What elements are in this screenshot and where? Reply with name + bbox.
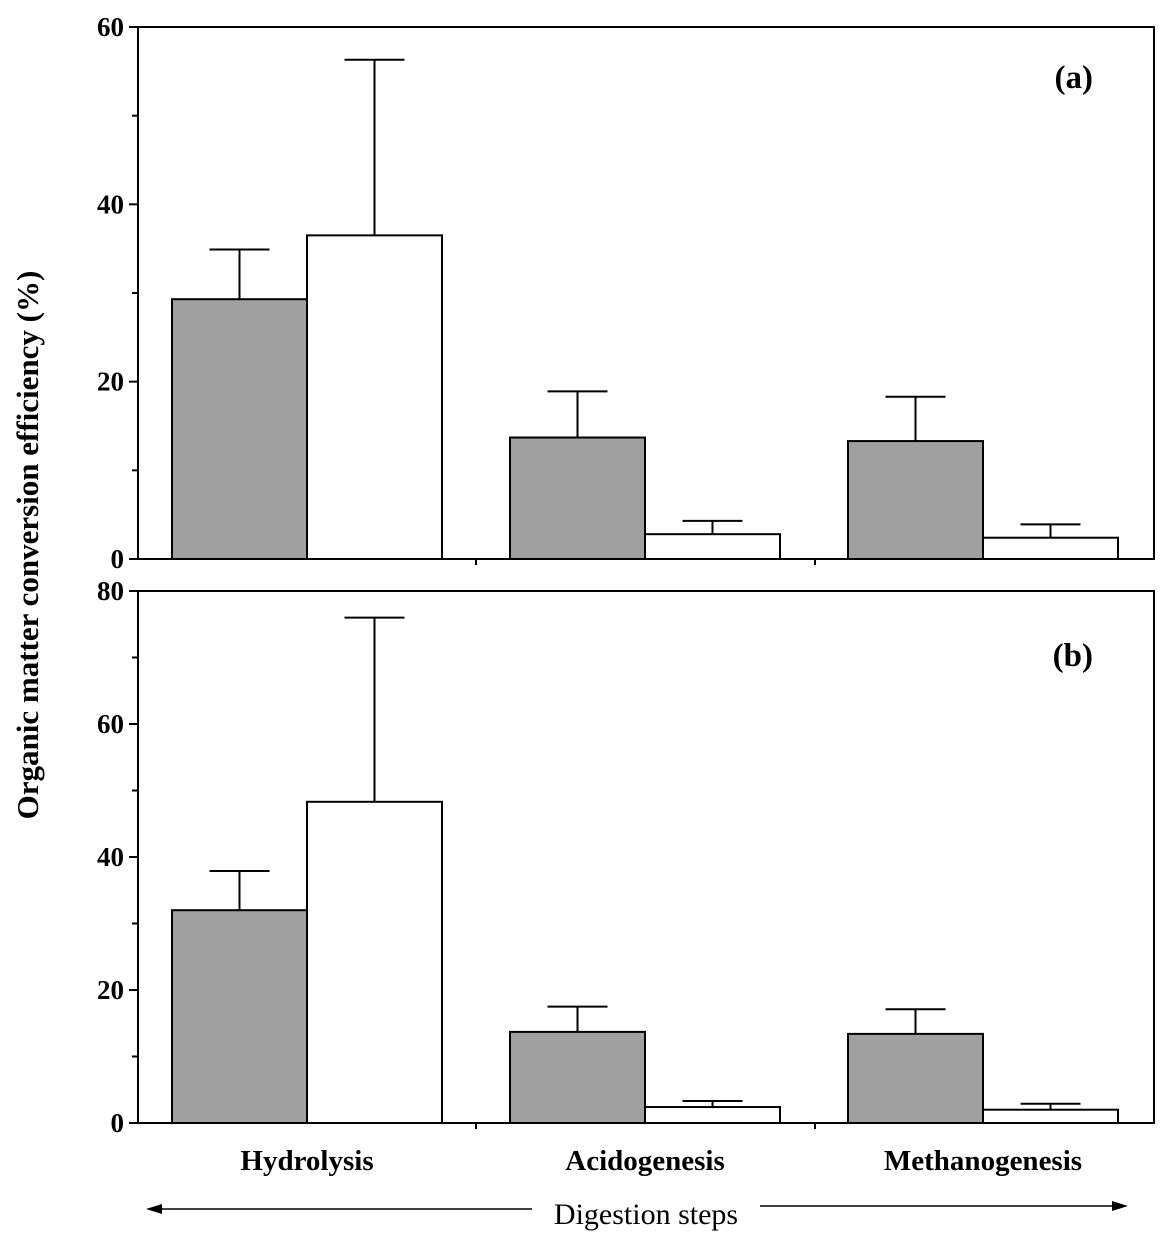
- panel-b-bar-methanogenesis-series1: [847, 1032, 984, 1125]
- panel-b: 0 20 40 60 80: [97, 576, 1119, 1138]
- panel-a-ytick-label-0: 0: [111, 544, 125, 574]
- panel-a-bar-acidogenesis-series2: [644, 533, 781, 561]
- panel-a-ytick-label-40: 40: [97, 189, 124, 219]
- panel-a-bar-hydrolysis-series2: [306, 234, 443, 560]
- panel-a-bar-methanogenesis-series2: [982, 536, 1119, 560]
- x-category-label-methanogenesis: Methanogenesis: [884, 1145, 1082, 1177]
- x-category-label-hydrolysis: Hydrolysis: [240, 1145, 373, 1177]
- x-axis-label: Digestion steps: [554, 1198, 738, 1231]
- panel-b-ytick-label-60: 60: [97, 709, 124, 739]
- panel-a-label: (a): [1055, 60, 1093, 96]
- panel-a-bar-acidogenesis-series1: [509, 436, 646, 561]
- x-category-label-acidogenesis: Acidogenesis: [565, 1145, 725, 1177]
- panel-a-ytick-label-20: 20: [97, 367, 124, 397]
- x-axis-arrow: [146, 1201, 1128, 1214]
- panel-b-ytick-label-0: 0: [111, 1108, 125, 1138]
- panel-b-bar-methanogenesis-series2: [982, 1108, 1119, 1124]
- panel-b-ytick-label-80: 80: [97, 576, 124, 606]
- panel-b-bar-acidogenesis-series1: [509, 1030, 646, 1125]
- panel-b-ytick-label-40: 40: [97, 842, 124, 872]
- panel-a-bar-methanogenesis-series1: [847, 440, 984, 560]
- panel-b-bar-acidogenesis-series2: [644, 1106, 781, 1125]
- panel-b-ytick-label-20: 20: [97, 975, 124, 1005]
- panel-b-label: (b): [1053, 638, 1093, 674]
- panel-b-bar-hydrolysis-series1: [171, 909, 308, 1125]
- x-category-labels: Hydrolysis Acidogenesis Methanogenesis: [240, 1145, 1082, 1177]
- panel-b-bar-hydrolysis-series2: [306, 800, 443, 1124]
- panel-a: 0 20 40 60: [97, 12, 1119, 574]
- panel-a-bar-hydrolysis-series1: [171, 298, 308, 560]
- panel-a-ytick-label-60: 60: [97, 12, 124, 42]
- y-axis-label: Organic matter conversion efficiency (%): [10, 271, 45, 820]
